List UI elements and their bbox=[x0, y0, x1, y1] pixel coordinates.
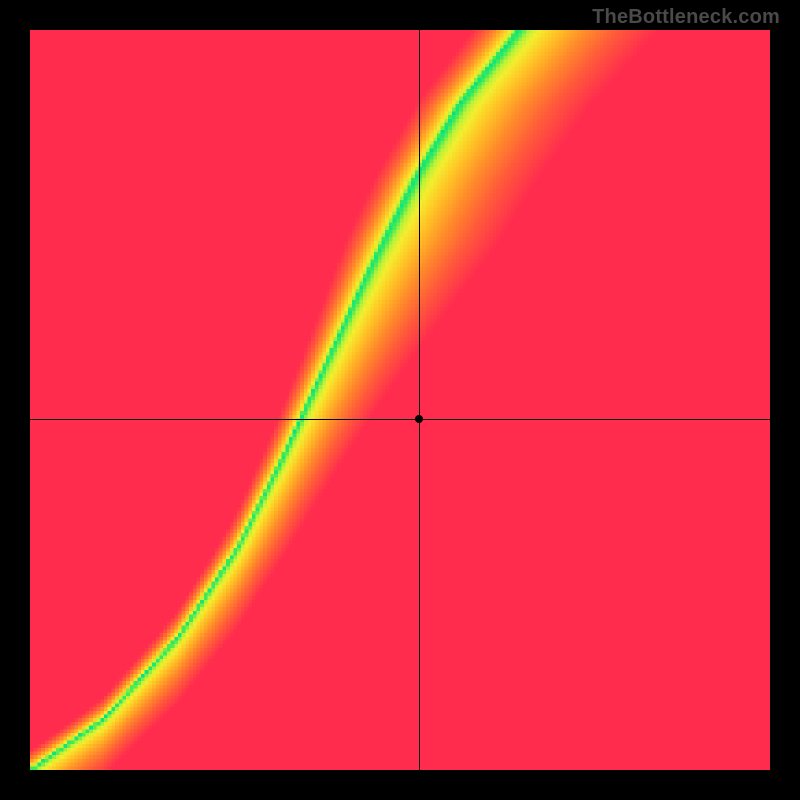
chart-frame: TheBottleneck.com bbox=[0, 0, 800, 800]
watermark-text: TheBottleneck.com bbox=[592, 6, 780, 29]
crosshair-vertical bbox=[419, 30, 420, 770]
heatmap-canvas bbox=[30, 30, 770, 770]
crosshair-horizontal bbox=[30, 419, 770, 420]
heatmap-plot bbox=[30, 30, 770, 770]
crosshair-marker bbox=[415, 415, 423, 423]
